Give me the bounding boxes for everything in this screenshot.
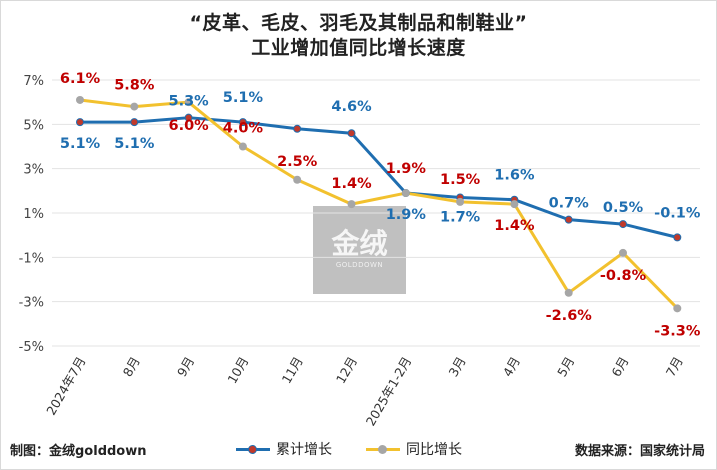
y-tick-label: 7% xyxy=(23,74,44,89)
y-tick-label: 5% xyxy=(23,118,44,133)
legend-swatch-yoy xyxy=(366,444,400,454)
data-label-yoy: 4.0% xyxy=(223,121,264,137)
data-label-yoy: 5.8% xyxy=(114,78,155,94)
x-tick-label: 5月 xyxy=(554,354,577,379)
data-source: 数据来源：国家统计局 xyxy=(574,444,705,459)
x-tick-label: 11月 xyxy=(279,354,306,386)
x-tick-label: 6月 xyxy=(608,354,631,379)
x-tick-label: 4月 xyxy=(500,354,523,379)
point-cumulative xyxy=(184,113,193,122)
data-label-cumulative: 5.1% xyxy=(60,136,101,152)
point-yoy xyxy=(673,304,682,313)
watermark-subtext: GOLDDOWN xyxy=(335,261,384,269)
chart-title-line1: “皮革、毛皮、羽毛及其制品和制鞋业” xyxy=(189,12,528,34)
point-cumulative xyxy=(238,118,247,127)
y-tick-label: 1% xyxy=(23,207,44,222)
data-label-cumulative: 5.1% xyxy=(223,90,264,106)
point-yoy xyxy=(184,98,193,107)
chart-credit: 制图：金绒golddown xyxy=(10,444,147,459)
data-label-cumulative: 0.7% xyxy=(549,196,590,212)
x-tick-label: 8月 xyxy=(120,354,143,379)
x-tick-label: 2025年1-2月 xyxy=(363,354,415,428)
y-tick-label: -1% xyxy=(19,251,44,266)
data-label-cumulative: -0.1% xyxy=(654,205,701,221)
series-line-yoy xyxy=(79,98,679,310)
data-label-cumulative: 1.9% xyxy=(386,207,427,223)
point-yoy xyxy=(619,248,627,257)
x-tick-label: 7月 xyxy=(663,354,686,379)
point-cumulative xyxy=(347,129,356,138)
data-label-cumulative: 5.1% xyxy=(114,136,155,152)
point-yoy xyxy=(564,288,573,297)
data-label-yoy: 1.4% xyxy=(331,176,372,192)
legend-label-yoy: 同比增长 xyxy=(406,442,462,458)
y-tick-label: -3% xyxy=(19,296,44,311)
data-label-cumulative: 0.5% xyxy=(603,200,644,216)
data-label-cumulative: 1.7% xyxy=(440,209,481,225)
point-cumulative xyxy=(564,215,573,224)
data-label-yoy: -2.6% xyxy=(546,308,593,324)
x-tick-label: 10月 xyxy=(224,354,251,386)
point-cumulative xyxy=(76,118,84,127)
point-cumulative xyxy=(619,220,627,229)
legend-item-yoy: 同比增长 xyxy=(366,439,462,459)
point-yoy xyxy=(401,189,410,198)
legend-label-cumulative: 累计增长 xyxy=(276,442,332,458)
y-tick-label: 3% xyxy=(23,163,44,178)
legend-item-cumulative: 累计增长 xyxy=(236,439,332,459)
point-cumulative xyxy=(673,233,682,242)
point-yoy xyxy=(293,175,302,184)
data-label-cumulative: 4.6% xyxy=(331,99,372,115)
point-cumulative xyxy=(130,118,139,127)
point-yoy xyxy=(456,197,465,206)
data-label-yoy: 6.0% xyxy=(168,118,209,134)
point-yoy xyxy=(347,200,356,209)
x-tick-label: 9月 xyxy=(174,354,197,379)
x-tick-label: 2024年7月 xyxy=(43,354,88,418)
data-label-cumulative: 1.6% xyxy=(494,168,535,184)
chart-title-line2: 工业增加值同比增长速度 xyxy=(251,37,466,59)
watermark-logo: 金绒 GOLDDOWN xyxy=(313,206,406,294)
data-label-yoy: 1.4% xyxy=(494,218,535,234)
x-tick-label: 12月 xyxy=(333,354,360,386)
data-label-cumulative: 5.3% xyxy=(168,94,209,110)
point-yoy xyxy=(130,102,139,111)
data-label-yoy: 6.1% xyxy=(60,71,101,87)
x-tick-label: 3月 xyxy=(445,354,468,379)
data-label-yoy: 1.9% xyxy=(386,161,427,177)
watermark-text: 金绒 xyxy=(331,227,388,260)
data-label-yoy: 1.5% xyxy=(440,172,481,188)
point-cumulative xyxy=(293,124,302,133)
chart-legend: 累计增长 同比增长 xyxy=(236,439,496,459)
point-yoy xyxy=(510,200,519,209)
point-yoy xyxy=(238,142,247,151)
data-label-yoy: -3.3% xyxy=(654,323,701,339)
y-tick-label: -5% xyxy=(19,340,44,355)
data-label-yoy: 2.5% xyxy=(277,154,318,170)
data-label-yoy: -0.8% xyxy=(600,268,647,284)
series-line-cumulative xyxy=(80,116,678,239)
legend-swatch-cumulative xyxy=(236,444,270,454)
point-yoy xyxy=(76,95,84,104)
